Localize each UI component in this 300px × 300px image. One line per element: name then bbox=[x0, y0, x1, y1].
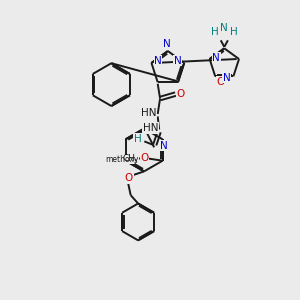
Text: N: N bbox=[160, 140, 167, 151]
Text: O: O bbox=[141, 153, 149, 163]
Text: H: H bbox=[211, 27, 219, 37]
Text: methoxy: methoxy bbox=[105, 155, 139, 164]
Text: O: O bbox=[216, 77, 225, 87]
Text: O: O bbox=[125, 173, 133, 183]
Text: H: H bbox=[230, 27, 238, 37]
Text: N: N bbox=[223, 73, 231, 83]
Text: H: H bbox=[134, 134, 142, 144]
Text: N: N bbox=[212, 52, 220, 62]
Text: N: N bbox=[154, 56, 162, 66]
Text: ₃: ₃ bbox=[134, 156, 136, 165]
Text: CH: CH bbox=[122, 154, 136, 163]
Text: N: N bbox=[174, 56, 182, 66]
Text: O: O bbox=[177, 89, 185, 99]
Text: N: N bbox=[163, 40, 171, 50]
Text: N: N bbox=[220, 22, 228, 32]
Text: HN: HN bbox=[142, 123, 158, 133]
Text: HN: HN bbox=[141, 107, 157, 118]
